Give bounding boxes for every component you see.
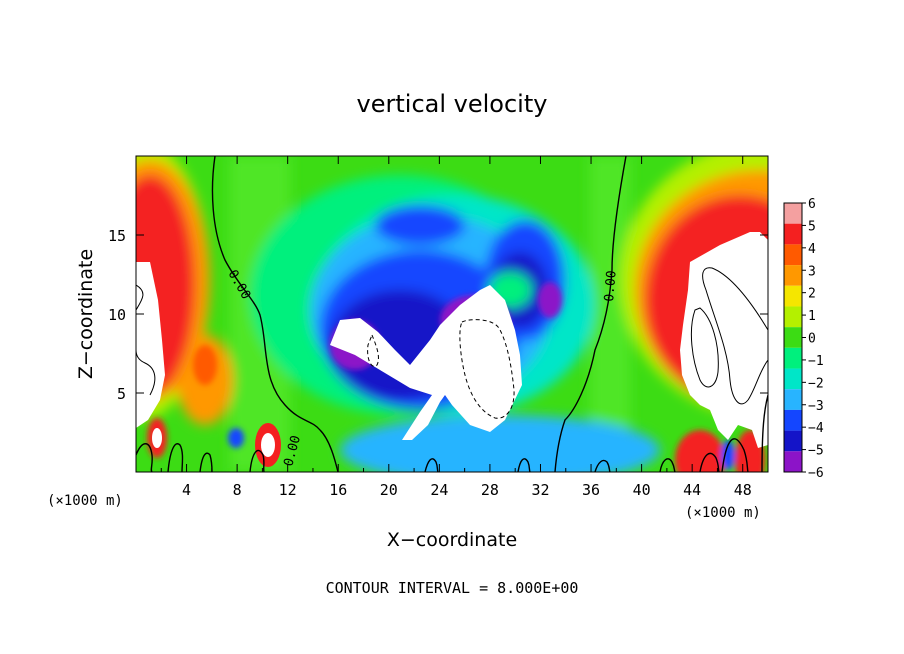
x-tick-label: 20: [380, 481, 398, 499]
colorbar-label: 3: [808, 264, 816, 279]
colorbar-label: −2: [808, 376, 824, 391]
x-tick-label: 36: [582, 481, 600, 499]
colorbar-label: 5: [808, 219, 816, 234]
colorbar-swatch: [784, 368, 802, 390]
x-unit-label-right: (×1000 m): [685, 505, 761, 521]
velocity-field: [136, 156, 768, 472]
x-tick-label: 12: [279, 481, 297, 499]
colorbar-swatch: [784, 203, 802, 224]
x-tick-label: 4: [182, 481, 191, 499]
colorbar-label: −5: [808, 444, 824, 459]
contour-interval-note: CONTOUR INTERVAL = 8.000E+00: [326, 579, 579, 597]
x-axis: 4 8 12 16 20 24 28 32 36 40 44 48: [160, 156, 752, 499]
colorbar-swatch: [784, 347, 802, 369]
colorbar-swatch: [784, 327, 802, 348]
x-tick-label: 24: [430, 481, 448, 499]
y-tick-label: 10: [108, 306, 126, 324]
colorbar-label: 6: [808, 197, 816, 212]
y-axis: 5 10 15: [108, 227, 768, 403]
colorbar-swatch: [784, 265, 802, 286]
colorbar-swatch: [784, 389, 802, 410]
x-tick-label: 40: [633, 481, 651, 499]
x-tick-label: 48: [734, 481, 752, 499]
colorbar-label: 1: [808, 309, 816, 324]
x-unit-label-left: (×1000 m): [47, 493, 123, 509]
colorbar-label: 4: [808, 242, 816, 257]
colorbar-swatch: [784, 430, 802, 452]
y-axis-title: Z−coordinate: [75, 249, 97, 379]
contour-label: 0.00: [602, 270, 620, 303]
x-tick-label: 32: [531, 481, 549, 499]
chart-title: vertical velocity: [357, 90, 548, 118]
colorbar-swatch: [784, 306, 802, 328]
colorbar-label: 0: [808, 332, 816, 347]
colorbar: 6 5 4 3 2 1 0 −1 −2 −3 −4 −5 −6: [783, 197, 824, 481]
colorbar-label: −4: [808, 421, 824, 436]
colorbar-label: −6: [808, 466, 824, 481]
colorbar-swatch: [784, 244, 802, 266]
colorbar-label: −3: [808, 399, 824, 414]
colorbar-swatch: [784, 451, 802, 472]
colorbar-label: 2: [808, 287, 816, 302]
y-tick-label: 5: [117, 385, 126, 403]
contour-lines: [136, 156, 768, 472]
x-tick-label: 16: [329, 481, 347, 499]
x-axis-title: X−coordinate: [387, 529, 517, 551]
colorbar-swatch: [784, 223, 802, 245]
x-tick-label: 8: [233, 481, 242, 499]
colorbar-swatch: [784, 285, 802, 307]
colorbar-swatch: [784, 409, 802, 431]
y-tick-label: 15: [108, 227, 126, 245]
x-tick-label: 44: [683, 481, 701, 499]
colorbar-label: −1: [808, 354, 824, 369]
x-tick-label: 28: [481, 481, 499, 499]
